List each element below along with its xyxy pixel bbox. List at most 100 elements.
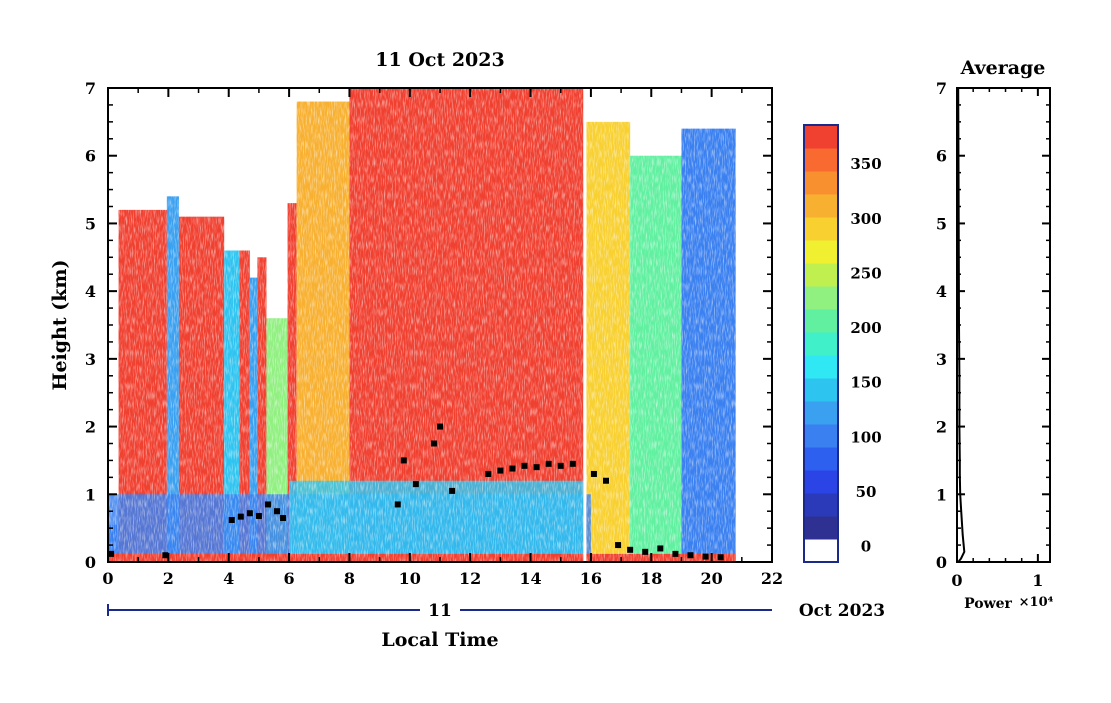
- y-tick-label: 4: [85, 282, 96, 301]
- cloud-base-point: [246, 510, 253, 517]
- cloud-base-point: [437, 423, 443, 430]
- heatmap-speckle: [178, 88, 225, 562]
- cloud-base-point: [228, 517, 235, 524]
- heatmap-speckle: [118, 88, 167, 562]
- colorbar-tick-label: 50: [856, 483, 877, 501]
- main-title: 11 Oct 2023: [375, 49, 504, 71]
- average-x-exponent: ×10⁴: [1019, 595, 1054, 610]
- avg-y-tick-label: 0: [936, 553, 947, 572]
- cloud-base-point: [497, 467, 504, 474]
- cloud-base-point: [717, 554, 724, 561]
- heatmap-field: [108, 88, 772, 562]
- x-tick-label: 22: [761, 569, 783, 588]
- x-tick-label: 6: [284, 569, 295, 588]
- colorbar-swatch: [804, 516, 838, 540]
- cloud-base-point: [545, 460, 552, 467]
- colorbar-swatch: [804, 309, 838, 333]
- date-row-day: 11: [428, 601, 452, 621]
- heatmap-speckle: [586, 88, 631, 562]
- x-tick-label: 14: [519, 569, 541, 588]
- x-tick-label: 2: [163, 569, 174, 588]
- x-tick-label: 10: [399, 569, 421, 588]
- cloud-base-point: [702, 553, 709, 560]
- x-axis-label: Local Time: [381, 629, 498, 651]
- heatmap-speckle: [249, 88, 258, 562]
- avg-y-tick-label: 2: [936, 418, 947, 437]
- colorbar-swatch: [804, 148, 838, 172]
- colorbar-frame: [803, 124, 839, 563]
- avg-x-tick-label: 1: [1032, 571, 1043, 590]
- cloud-base-point: [108, 550, 115, 557]
- y-tick-label: 5: [85, 214, 96, 233]
- x-tick-label: 8: [344, 569, 355, 588]
- cloud-base-point: [642, 548, 649, 555]
- cloud-base-point: [657, 545, 664, 552]
- y-tick-label: 3: [85, 350, 96, 369]
- colorbar-tick-label: 100: [850, 428, 881, 446]
- heatmap-speckle: [224, 88, 240, 562]
- x-tick-label: 0: [102, 569, 113, 588]
- y-axis-label: Height (km): [49, 260, 71, 391]
- cloud-base-point: [533, 464, 540, 471]
- heatmap-speckle: [108, 88, 119, 562]
- cloud-base-point: [280, 514, 287, 521]
- colorbar-swatch: [804, 424, 838, 448]
- avg-y-tick-label: 3: [936, 350, 947, 369]
- avg-y-tick-label: 4: [936, 282, 947, 301]
- colorbar-tick-label: 150: [850, 374, 881, 392]
- colorbar: 0 50 100 150 200 250 300 350: [803, 124, 882, 563]
- colorbar-swatch: [804, 171, 838, 195]
- cloud-base-point: [509, 465, 516, 472]
- average-x-label: Power: [964, 596, 1012, 612]
- cloud-base-point: [557, 462, 564, 469]
- colorbar-swatch: [804, 125, 838, 149]
- cloud-base-point: [394, 501, 401, 508]
- heatmap-speckle: [166, 88, 179, 562]
- colorbar-swatch: [804, 355, 838, 379]
- heatmap-speckle: [239, 88, 250, 562]
- cloud-base-point: [400, 457, 407, 464]
- cloud-base-point: [615, 542, 622, 549]
- cloud-base-point: [627, 546, 634, 553]
- colorbar-swatch: [804, 263, 838, 287]
- average-title: Average: [960, 57, 1046, 79]
- x-tick-label: 18: [640, 569, 662, 588]
- no-data-region: [735, 88, 772, 562]
- heatmap-speckle: [266, 88, 288, 562]
- x-tick-label: 12: [459, 569, 481, 588]
- colorbar-swatch: [804, 286, 838, 310]
- cloud-base-point: [521, 462, 528, 469]
- heatmap-speckle: [257, 88, 267, 562]
- avg-y-tick-label: 1: [936, 485, 947, 504]
- average-plot-frame: [956, 87, 1051, 563]
- x-tick-label: 20: [701, 569, 723, 588]
- cloud-base-point: [237, 513, 244, 520]
- colorbar-swatch: [804, 378, 838, 402]
- cloud-base-point: [672, 550, 679, 557]
- avg-y-tick-label: 6: [936, 147, 947, 166]
- average-profile-line: [957, 87, 966, 563]
- cloud-base-point: [274, 508, 281, 515]
- colorbar-tick-label: 0: [861, 538, 871, 556]
- avg-x-tick-label: 0: [951, 571, 962, 590]
- colorbar-swatch: [804, 493, 838, 517]
- y-tick-label: 0: [85, 553, 96, 572]
- colorbar-tick-label: 200: [850, 319, 881, 337]
- data-gap: [583, 88, 587, 562]
- date-row-month-year: Oct 2023: [799, 601, 885, 621]
- colorbar-swatch: [804, 240, 838, 264]
- cloud-base-point: [264, 501, 271, 508]
- y-tick-label: 1: [85, 485, 96, 504]
- heatmap-speckle: [349, 88, 584, 562]
- y-tick-label: 7: [85, 79, 96, 98]
- x-tick-label: 4: [223, 569, 234, 588]
- heatmap-speckle: [287, 88, 297, 562]
- cloud-base-point: [603, 477, 609, 484]
- cloud-base-point: [590, 470, 597, 477]
- cloud-base-point: [687, 552, 694, 559]
- colorbar-swatch: [804, 194, 838, 218]
- colorbar-swatch: [804, 539, 838, 562]
- cloud-base-point: [255, 512, 262, 519]
